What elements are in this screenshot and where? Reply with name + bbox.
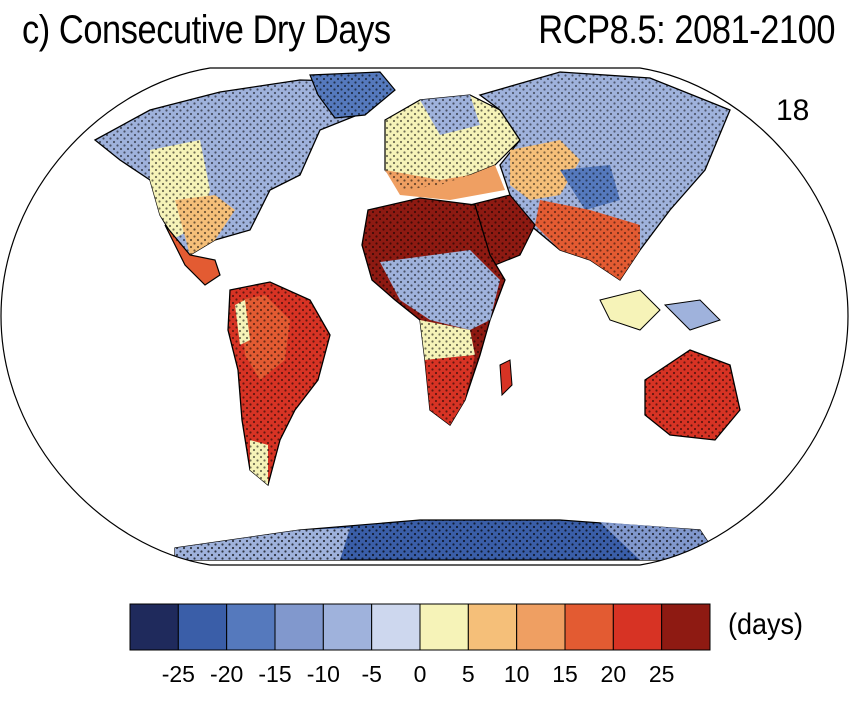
colorbar-tick-label: -20 [210,661,243,687]
europe [384,94,521,200]
colorbar-swatch [612,603,663,651]
colorbar-swatch [129,603,179,651]
colorbar-swatch [564,603,614,651]
land-layer [93,71,741,561]
colorbar-tick-label: 10 [504,661,530,687]
africa [361,197,506,426]
antarctica [174,519,722,561]
colorbar-tick-label: 25 [649,661,675,687]
colorbar-swatch [516,603,566,651]
australia [644,349,741,441]
colorbar-tick-label: -10 [307,661,340,687]
colorbar-tick-label: 15 [552,661,578,687]
colorbar-tick-label: -5 [361,661,381,687]
south-america [227,281,331,487]
colorbar-swatch [419,603,469,651]
colorbar-tick-label: 0 [414,661,427,687]
colorbar-swatch [371,603,421,651]
scenario-title: RCP8.5: 2081-2100 [538,8,835,52]
colorbar-swatch [467,603,518,651]
panel-title: c) Consecutive Dry Days [22,8,391,52]
colorbar-swatch [322,603,373,651]
colorbar-swatch [177,603,228,651]
southeast-asia-islands [599,289,721,331]
colorbar-swatch [274,603,324,651]
colorbar-tick-label: 5 [462,661,475,687]
north-america [93,79,381,286]
globe-outline [0,67,849,566]
madagascar [499,359,513,397]
model-count: 18 [776,94,810,127]
colorbar-tick-label: 20 [601,661,627,687]
greenland [309,71,396,119]
colorbar-tick-label: -15 [258,661,291,687]
colorbar-swatch [226,603,276,651]
colorbar-unit-label: (days) [728,608,804,641]
colorbar-tick-label: -25 [162,661,195,687]
colorbar-swatch [661,603,711,651]
asia [478,71,731,281]
